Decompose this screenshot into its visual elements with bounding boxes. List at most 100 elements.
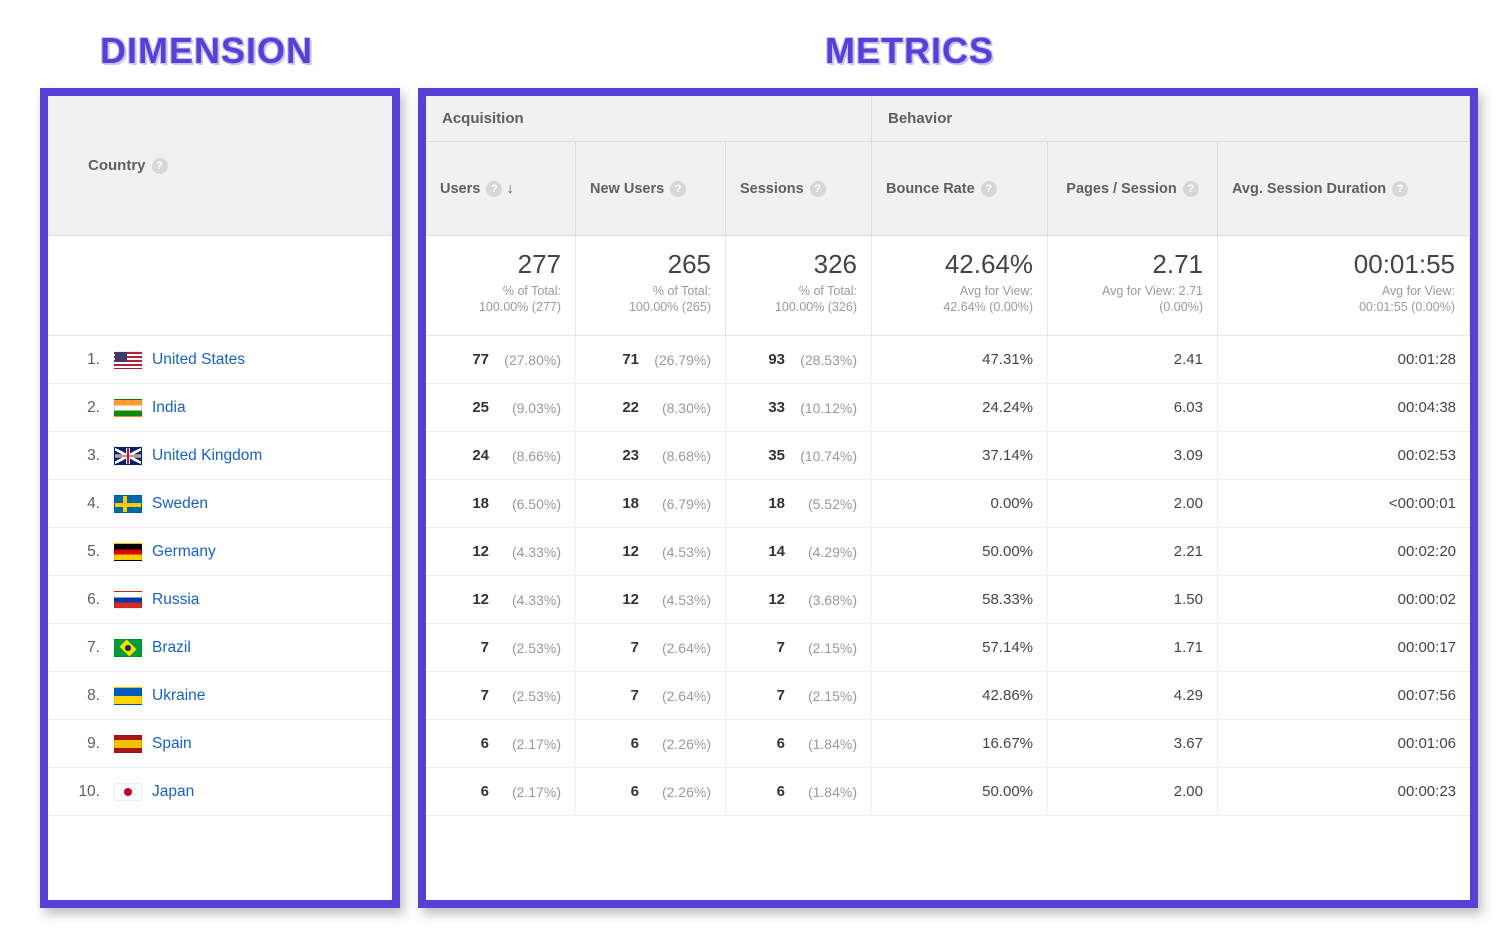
col-header-sessions[interactable]: Sessions ?	[726, 142, 872, 235]
help-icon[interactable]: ?	[670, 181, 686, 197]
row-rank: 5.	[66, 543, 100, 561]
cell-users: 12(4.33%)	[426, 528, 576, 575]
summary-new-users-sub: % of Total: 100.00% (265)	[586, 283, 711, 316]
country-flag-icon	[114, 735, 142, 753]
table-row[interactable]: 6. Russia	[48, 576, 392, 624]
summary-pps-sub: Avg for View: 2.71 (0.00%)	[1058, 283, 1203, 316]
cell-avg-session-duration: 00:00:17	[1218, 624, 1470, 671]
cell-users: 18(6.50%)	[426, 480, 576, 527]
table-row[interactable]: 7. Brazil	[48, 624, 392, 672]
summary-bounce: 42.64% Avg for View: 42.64% (0.00%)	[872, 236, 1048, 335]
table-row[interactable]: 3.United Kingdom	[48, 432, 392, 480]
cell-avg-session-duration: 00:01:28	[1218, 336, 1470, 383]
cell-users: 7(2.53%)	[426, 672, 576, 719]
summary-pps-value: 2.71	[1058, 250, 1203, 279]
cell-sessions: 6(1.84%)	[726, 720, 872, 767]
table-row[interactable]: 5. Germany	[48, 528, 392, 576]
cell-users: 12(4.33%)	[426, 576, 576, 623]
cell-users: 6(2.17%)	[426, 720, 576, 767]
cell-avg-session-duration: 00:01:06	[1218, 720, 1470, 767]
col-header-new-users[interactable]: New Users ?	[576, 142, 726, 235]
cell-avg-session-duration: 00:02:53	[1218, 432, 1470, 479]
cell-pages-per-session: 6.03	[1048, 384, 1218, 431]
col-header-users-label: Users	[440, 181, 480, 197]
cell-bounce-rate: 50.00%	[872, 528, 1048, 575]
row-rank: 4.	[66, 495, 100, 513]
country-flag-icon	[114, 687, 142, 705]
cell-pages-per-session: 3.67	[1048, 720, 1218, 767]
country-flag-icon	[114, 783, 142, 801]
table-row[interactable]: 4. Sweden	[48, 480, 392, 528]
help-icon[interactable]: ?	[1183, 181, 1199, 197]
cell-new-users: 12(4.53%)	[576, 576, 726, 623]
table-row[interactable]: 2.India	[48, 384, 392, 432]
help-icon[interactable]: ?	[810, 181, 826, 197]
country-link[interactable]: Brazil	[152, 639, 191, 657]
cell-new-users: 12(4.53%)	[576, 528, 726, 575]
summary-users: 277 % of Total: 100.00% (277)	[426, 236, 576, 335]
cell-bounce-rate: 50.00%	[872, 768, 1048, 815]
country-link[interactable]: Japan	[152, 783, 194, 801]
cell-avg-session-duration: 00:04:38	[1218, 384, 1470, 431]
summary-sessions-value: 326	[736, 250, 857, 279]
summary-dur: 00:01:55 Avg for View: 00:01:55 (0.00%)	[1218, 236, 1470, 335]
help-icon[interactable]: ?	[486, 181, 502, 197]
country-flag-icon	[114, 495, 142, 513]
country-flag-icon	[114, 399, 142, 417]
metric-group-acquisition: Acquisition	[426, 96, 872, 141]
cell-new-users: 6(2.26%)	[576, 768, 726, 815]
country-link[interactable]: United Kingdom	[152, 447, 262, 465]
col-header-users[interactable]: Users ? ↓	[426, 142, 576, 235]
col-header-pages-per-session[interactable]: Pages / Session ?	[1048, 142, 1218, 235]
col-header-sessions-label: Sessions	[740, 181, 804, 197]
country-link[interactable]: Germany	[152, 543, 216, 561]
summary-pps: 2.71 Avg for View: 2.71 (0.00%)	[1048, 236, 1218, 335]
summary-users-sub: % of Total: 100.00% (277)	[436, 283, 561, 316]
cell-sessions: 35(10.74%)	[726, 432, 872, 479]
table-row: 24(8.66%)23(8.68%)35(10.74%)37.14%3.0900…	[426, 432, 1470, 480]
cell-sessions: 6(1.84%)	[726, 768, 872, 815]
country-link[interactable]: Spain	[152, 735, 192, 753]
table-row: 18(6.50%)18(6.79%)18(5.52%)0.00%2.00<00:…	[426, 480, 1470, 528]
country-link[interactable]: Ukraine	[152, 687, 205, 705]
table-row[interactable]: 1. United States	[48, 336, 392, 384]
row-rank: 7.	[66, 639, 100, 657]
cell-avg-session-duration: 00:00:23	[1218, 768, 1470, 815]
row-rank: 10.	[66, 783, 100, 801]
table-row[interactable]: 8. Ukraine	[48, 672, 392, 720]
cell-bounce-rate: 57.14%	[872, 624, 1048, 671]
col-header-new-users-label: New Users	[590, 181, 664, 197]
country-flag-icon	[114, 351, 142, 369]
help-icon[interactable]: ?	[981, 181, 997, 197]
country-flag-icon	[114, 543, 142, 561]
col-header-bounce-label: Bounce Rate	[886, 181, 975, 197]
help-icon[interactable]: ?	[152, 158, 168, 174]
cell-pages-per-session: 2.21	[1048, 528, 1218, 575]
col-header-bounce-rate[interactable]: Bounce Rate ?	[872, 142, 1048, 235]
cell-pages-per-session: 2.41	[1048, 336, 1218, 383]
cell-pages-per-session: 2.00	[1048, 480, 1218, 527]
row-rank: 1.	[66, 351, 100, 369]
country-link[interactable]: Russia	[152, 591, 199, 609]
table-row[interactable]: 10. Japan	[48, 768, 392, 816]
country-link[interactable]: India	[152, 399, 186, 417]
dimension-header[interactable]: Country ?	[48, 96, 392, 236]
country-link[interactable]: Sweden	[152, 495, 208, 513]
cell-avg-session-duration: <00:00:01	[1218, 480, 1470, 527]
col-header-avg-session-duration[interactable]: Avg. Session Duration ?	[1218, 142, 1470, 235]
help-icon[interactable]: ?	[1392, 181, 1408, 197]
dimension-summary-blank	[48, 236, 392, 336]
table-row[interactable]: 9. Spain	[48, 720, 392, 768]
table-row: 12(4.33%)12(4.53%)14(4.29%)50.00%2.2100:…	[426, 528, 1470, 576]
row-rank: 9.	[66, 735, 100, 753]
sort-desc-icon: ↓	[506, 180, 514, 197]
cell-pages-per-session: 1.71	[1048, 624, 1218, 671]
country-link[interactable]: United States	[152, 351, 245, 369]
cell-avg-session-duration: 00:00:02	[1218, 576, 1470, 623]
cell-sessions: 14(4.29%)	[726, 528, 872, 575]
row-rank: 8.	[66, 687, 100, 705]
cell-new-users: 18(6.79%)	[576, 480, 726, 527]
cell-sessions: 93(28.53%)	[726, 336, 872, 383]
row-rank: 6.	[66, 591, 100, 609]
table-row: 12(4.33%)12(4.53%)12(3.68%)58.33%1.5000:…	[426, 576, 1470, 624]
